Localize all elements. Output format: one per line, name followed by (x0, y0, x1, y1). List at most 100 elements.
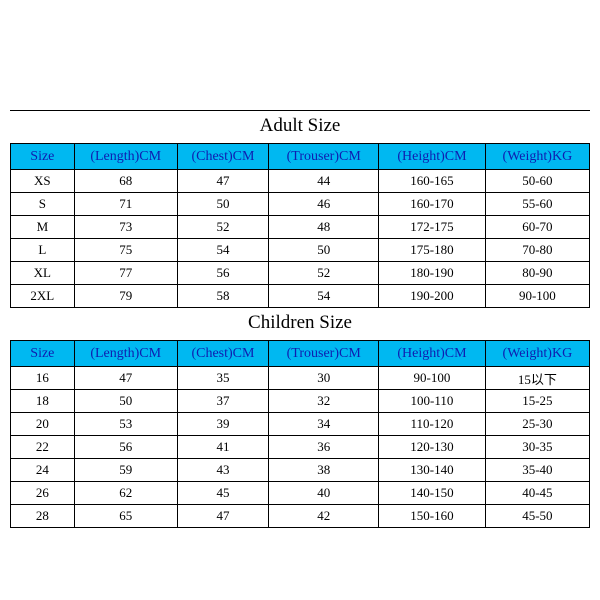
table-cell: 180-190 (379, 262, 486, 285)
col-trouser: (Trouser)CM (269, 341, 379, 367)
table-cell: 18 (11, 390, 75, 413)
table-cell: 50-60 (485, 170, 589, 193)
table-cell: 172-175 (379, 216, 486, 239)
table-cell: 75 (74, 239, 177, 262)
table-header-row: Size (Length)CM (Chest)CM (Trouser)CM (H… (11, 341, 590, 367)
table-cell: 130-140 (379, 459, 486, 482)
table-cell: XS (11, 170, 75, 193)
table-cell: 20 (11, 413, 75, 436)
table-cell: 42 (269, 505, 379, 528)
table-cell: 2XL (11, 285, 75, 308)
table-row: S715046160-17055-60 (11, 193, 590, 216)
table-cell: 120-130 (379, 436, 486, 459)
col-length: (Chest)CM (177, 341, 268, 367)
table-cell: 24 (11, 459, 75, 482)
table-cell: XL (11, 262, 75, 285)
table-cell: 90-100 (485, 285, 589, 308)
table-cell: 47 (177, 170, 268, 193)
table-cell: M (11, 216, 75, 239)
section-title-children: Children Size (10, 308, 590, 340)
table-cell: 53 (74, 413, 177, 436)
table-header-row: Size (Length)CM (Chest)CM (Trouser)CM (H… (11, 144, 590, 170)
table-cell: 73 (74, 216, 177, 239)
table-cell: 90-100 (379, 367, 486, 390)
table-cell: 45-50 (485, 505, 589, 528)
table-row: 2XL795854190-20090-100 (11, 285, 590, 308)
table-cell: 79 (74, 285, 177, 308)
table-cell: 175-180 (379, 239, 486, 262)
col-size: Size (11, 144, 75, 170)
table-cell: 160-170 (379, 193, 486, 216)
table-cell: 190-200 (379, 285, 486, 308)
size-chart: Adult Size Size (Length)CM (Chest)CM (Tr… (10, 110, 590, 528)
table-cell: 140-150 (379, 482, 486, 505)
table-cell: 50 (269, 239, 379, 262)
table-cell: 47 (74, 367, 177, 390)
table-row: 28654742150-16045-50 (11, 505, 590, 528)
table-cell: 50 (74, 390, 177, 413)
table-row: L755450175-18070-80 (11, 239, 590, 262)
table-cell: 62 (74, 482, 177, 505)
table-cell: 32 (269, 390, 379, 413)
table-cell: 35 (177, 367, 268, 390)
table-row: M735248172-17560-70 (11, 216, 590, 239)
table-cell: 58 (177, 285, 268, 308)
table-cell: 26 (11, 482, 75, 505)
children-size-table: Size (Length)CM (Chest)CM (Trouser)CM (H… (10, 340, 590, 528)
table-cell: 22 (11, 436, 75, 459)
table-cell: 70-80 (485, 239, 589, 262)
section-title-adult: Adult Size (10, 110, 590, 143)
table-cell: 68 (74, 170, 177, 193)
table-cell: 40-45 (485, 482, 589, 505)
table-row: XL775652180-19080-90 (11, 262, 590, 285)
table-cell: 38 (269, 459, 379, 482)
table-row: 26624540140-15040-45 (11, 482, 590, 505)
table-cell: L (11, 239, 75, 262)
table-cell: 77 (74, 262, 177, 285)
table-cell: 39 (177, 413, 268, 436)
table-cell: 43 (177, 459, 268, 482)
table-cell: 150-160 (379, 505, 486, 528)
table-cell: 80-90 (485, 262, 589, 285)
table-cell: 28 (11, 505, 75, 528)
table-cell: 52 (269, 262, 379, 285)
table-cell: 54 (177, 239, 268, 262)
table-cell: 100-110 (379, 390, 486, 413)
col-chest: (Chest)CM (177, 144, 268, 170)
table-row: 18503732100-11015-25 (11, 390, 590, 413)
table-cell: 41 (177, 436, 268, 459)
col-length: (Length)CM (74, 144, 177, 170)
table-cell: 30-35 (485, 436, 589, 459)
table-cell: 56 (74, 436, 177, 459)
table-cell: 110-120 (379, 413, 486, 436)
col-chest: (Length)CM (74, 341, 177, 367)
table-cell: 37 (177, 390, 268, 413)
table-cell: 30 (269, 367, 379, 390)
adult-size-table: Size (Length)CM (Chest)CM (Trouser)CM (H… (10, 143, 590, 308)
table-cell: 65 (74, 505, 177, 528)
table-cell: 44 (269, 170, 379, 193)
table-cell: 36 (269, 436, 379, 459)
table-cell: 35-40 (485, 459, 589, 482)
table-cell: 60-70 (485, 216, 589, 239)
table-cell: 160-165 (379, 170, 486, 193)
table-cell: 55-60 (485, 193, 589, 216)
table-row: 1647353090-10015以下 (11, 367, 590, 390)
table-cell: 71 (74, 193, 177, 216)
col-weight: (Weight)KG (485, 144, 589, 170)
table-row: 20533934110-12025-30 (11, 413, 590, 436)
table-cell: 25-30 (485, 413, 589, 436)
col-weight: (Weight)KG (485, 341, 589, 367)
table-cell: 46 (269, 193, 379, 216)
table-cell: 15以下 (485, 367, 589, 390)
table-cell: 47 (177, 505, 268, 528)
table-cell: 16 (11, 367, 75, 390)
col-height: (Height)CM (379, 144, 486, 170)
table-cell: 56 (177, 262, 268, 285)
table-cell: 15-25 (485, 390, 589, 413)
table-cell: 59 (74, 459, 177, 482)
table-row: 22564136120-13030-35 (11, 436, 590, 459)
table-cell: 52 (177, 216, 268, 239)
col-size: Size (11, 341, 75, 367)
table-cell: 50 (177, 193, 268, 216)
